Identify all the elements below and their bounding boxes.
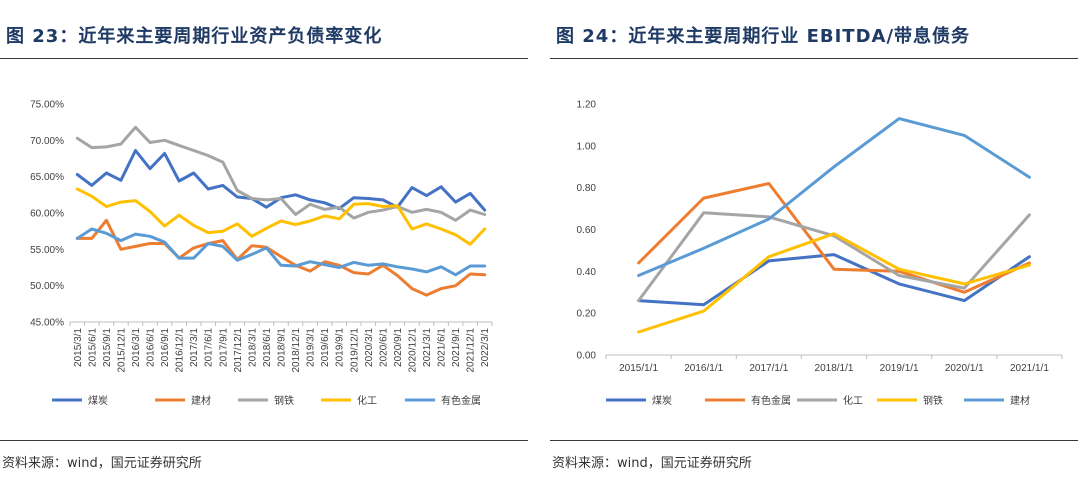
x-tick-label: 2015/1/1 (619, 363, 658, 374)
x-tick-label: 2020/1/1 (945, 363, 984, 374)
right-source-rule (550, 440, 1078, 441)
x-tick-label: 2019/6/1 (320, 328, 331, 367)
legend-label: 化工 (843, 394, 863, 407)
x-tick-label: 2019/3/1 (306, 328, 317, 367)
series-line-化工 (637, 211, 1031, 303)
legend-label: 有色金属 (441, 394, 481, 407)
legend-label: 钢铁 (923, 394, 943, 407)
y-tick-label: 0.20 (577, 309, 597, 320)
x-tick-label: 2019/9/1 (335, 328, 346, 367)
x-tick-label: 2021/3/1 (422, 328, 433, 367)
x-tick-label: 2021/6/1 (437, 328, 448, 367)
y-tick-label: 0.00 (577, 351, 597, 362)
y-tick-label: 65.00% (30, 172, 64, 183)
series-line-煤炭 (637, 253, 1031, 307)
x-tick-label: 2016/6/1 (146, 328, 157, 367)
y-tick-label: 0.60 (577, 225, 597, 236)
x-tick-label: 2018/6/1 (262, 328, 273, 367)
legend-label: 建材 (191, 394, 211, 407)
legend-label: 钢铁 (274, 394, 294, 407)
series-line-建材 (75, 218, 487, 297)
series-line-建材 (637, 117, 1031, 277)
x-tick-label: 2016/9/1 (160, 328, 171, 367)
y-tick-label: 50.00% (30, 281, 64, 292)
x-tick-label: 2019/12/1 (349, 328, 360, 373)
x-tick-label: 2017/3/1 (189, 328, 200, 367)
left-source-rule (0, 440, 528, 441)
x-tick-label: 2021/12/1 (466, 328, 477, 373)
series-line-钢铁 (637, 232, 1031, 334)
right-source-note: 资料来源：wind，国元证券研究所 (552, 456, 752, 471)
x-tick-label: 2021/1/1 (1010, 363, 1049, 374)
left-title-rule (0, 58, 528, 59)
series-line-有色金属 (75, 227, 487, 277)
x-tick-label: 2017/9/1 (218, 328, 229, 367)
legend-label: 建材 (1010, 394, 1030, 407)
x-tick-label: 2020/12/1 (407, 328, 418, 373)
x-tick-label: 2018/9/1 (277, 328, 288, 367)
series-line-钢铁 (75, 125, 487, 222)
x-tick-label: 2018/1/1 (815, 363, 854, 374)
x-tick-label: 2022/3/1 (480, 328, 491, 367)
y-tick-label: 0.80 (577, 183, 597, 194)
y-tick-label: 55.00% (30, 245, 64, 256)
right-line-chart: 0.00 0.20 0.40 0.60 0.80 1.00 1.20 2015/1/1 2016… (577, 100, 1063, 407)
x-tick-label: 2019/1/1 (880, 363, 919, 374)
x-tick-label: 2020/3/1 (364, 328, 375, 367)
y-tick-label: 0.40 (577, 267, 597, 278)
legend-label: 化工 (357, 394, 377, 407)
x-tick-label: 2018/12/1 (291, 328, 302, 373)
left-line-chart: 45.00% 50.00% 55.00% 60.00% 65.00% 70.00% 75.0… (30, 100, 493, 407)
left-chart-title: 图 23：近年来主要周期行业资产负债率变化 (6, 26, 383, 47)
x-tick-label: 2017/6/1 (204, 328, 215, 367)
legend-label: 有色金属 (751, 394, 791, 407)
right-title-rule (550, 58, 1078, 59)
x-tick-label: 2015/3/1 (73, 328, 84, 367)
left-chart-panel: 图 23：近年来主要周期行业资产负债率变化 45.00% 50.00% 55.00%… (0, 0, 530, 484)
y-tick-label: 60.00% (30, 209, 64, 220)
x-tick-label: 2017/1/1 (749, 363, 788, 374)
y-tick-label: 1.00 (577, 141, 597, 152)
right-chart-title: 图 24：近年来主要周期行业 EBITDA/带息债务 (556, 26, 971, 47)
x-tick-label: 2018/3/1 (247, 328, 258, 367)
legend-label: 煤炭 (88, 394, 108, 407)
y-tick-label: 75.00% (30, 100, 64, 111)
series-line-有色金属 (637, 182, 1031, 294)
y-tick-label: 1.20 (577, 100, 597, 111)
left-source-note: 资料来源：wind，国元证券研究所 (2, 456, 202, 471)
x-tick-label: 2015/9/1 (102, 328, 113, 367)
x-tick-label: 2016/3/1 (131, 328, 142, 367)
legend-label: 煤炭 (652, 394, 672, 407)
y-tick-label: 45.00% (30, 318, 64, 329)
x-tick-label: 2016/1/1 (684, 363, 723, 374)
x-tick-label: 2021/9/1 (451, 328, 462, 367)
series-line-化工 (75, 187, 487, 246)
x-tick-label: 2017/12/1 (233, 328, 244, 373)
x-tick-label: 2015/12/1 (116, 328, 127, 373)
right-chart-panel: 图 24：近年来主要周期行业 EBITDA/带息债务 0.00 0.20 0.40 0… (550, 0, 1080, 484)
x-tick-label: 2015/6/1 (87, 328, 98, 367)
x-tick-label: 2020/9/1 (393, 328, 404, 367)
y-tick-label: 70.00% (30, 136, 64, 147)
x-tick-label: 2016/12/1 (175, 328, 186, 373)
x-tick-label: 2020/6/1 (378, 328, 389, 367)
